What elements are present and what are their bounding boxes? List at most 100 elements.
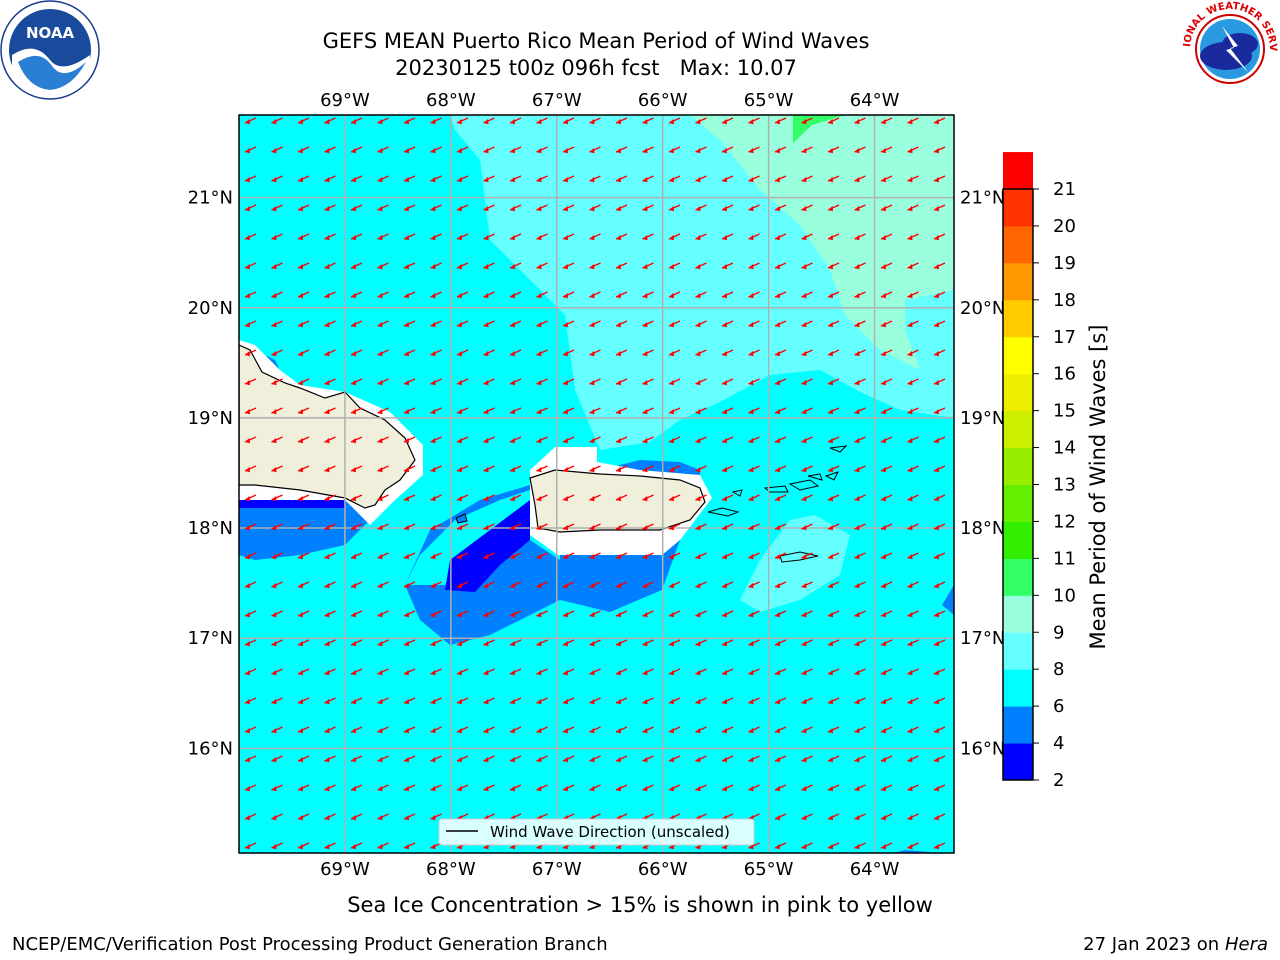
wind-wave-arrowhead — [907, 293, 913, 299]
wind-wave-arrowhead — [404, 670, 409, 676]
wind-wave-arrowhead — [245, 293, 250, 299]
wind-wave-arrowhead — [483, 409, 489, 415]
wind-wave-arrowhead — [748, 670, 754, 676]
wind-wave-arrowhead — [324, 844, 330, 850]
colorbar-tick-label: 13 — [1053, 475, 1076, 496]
wind-wave-arrowhead — [483, 554, 489, 560]
wind-wave-arrowhead — [642, 206, 648, 212]
wind-wave-arrowhead — [351, 757, 356, 763]
wind-wave-arrowhead — [377, 322, 383, 328]
wind-wave-arrowhead — [483, 351, 489, 357]
wind-wave-arrowhead — [642, 148, 648, 154]
wind-wave-arrowhead — [245, 264, 250, 270]
wind-wave-arrowhead — [801, 438, 807, 444]
wind-wave-arrowhead — [536, 583, 542, 589]
lat-label-left: 20°N — [188, 298, 233, 319]
wind-wave-arrowhead — [589, 757, 595, 763]
wind-wave-arrowhead — [669, 206, 674, 212]
wind-wave-arrowhead — [324, 235, 330, 241]
wind-wave-arrowhead — [854, 409, 860, 415]
wind-wave-arrowhead — [616, 438, 621, 444]
wind-wave-arrowhead — [722, 351, 727, 357]
wind-wave-arrowhead — [642, 699, 648, 705]
wind-wave-arrowhead — [748, 322, 754, 328]
wind-wave-arrowhead — [722, 525, 727, 531]
wind-wave-arrowhead — [457, 206, 462, 212]
wind-wave-arrowhead — [642, 728, 648, 734]
wind-wave-arrowhead — [722, 177, 727, 183]
wind-wave-arrowhead — [775, 496, 780, 502]
wind-wave-arrowhead — [589, 786, 595, 792]
wind-wave-arrowhead — [377, 409, 383, 415]
wind-wave-arrowhead — [828, 293, 833, 299]
wind-wave-arrowhead — [669, 583, 674, 589]
wind-wave-arrowhead — [801, 757, 807, 763]
wind-wave-arrowhead — [828, 438, 833, 444]
lat-label-right: 18°N — [960, 518, 1005, 539]
wind-wave-arrowhead — [351, 380, 356, 386]
wind-wave-arrowhead — [245, 844, 250, 850]
wind-wave-arrowhead — [298, 612, 303, 618]
wind-wave-arrowhead — [536, 264, 542, 270]
wind-wave-arrowhead — [377, 786, 383, 792]
wind-wave-arrowhead — [324, 670, 330, 676]
wind-wave-arrowhead — [616, 148, 621, 154]
wind-wave-arrowhead — [589, 583, 595, 589]
colorbar-tick-label: 12 — [1053, 511, 1076, 532]
wind-wave-arrowhead — [324, 525, 330, 531]
wind-wave-arrowhead — [907, 728, 913, 734]
wind-wave-arrowhead — [404, 641, 409, 647]
wind-wave-arrowhead — [589, 177, 595, 183]
wind-wave-arrowhead — [748, 235, 754, 241]
wind-wave-arrowhead — [510, 786, 515, 792]
wind-wave-arrowhead — [881, 670, 886, 676]
wind-wave-arrowhead — [271, 583, 277, 589]
wind-wave-arrowhead — [616, 351, 621, 357]
wind-wave-arrowhead — [934, 728, 939, 734]
wind-wave-arrowhead — [245, 525, 250, 531]
wind-wave-arrowhead — [775, 322, 780, 328]
lat-label-right: 19°N — [960, 408, 1005, 429]
land-hispaniola — [239, 344, 416, 509]
legend-label: Wind Wave Direction (unscaled) — [490, 823, 730, 841]
wind-wave-arrowhead — [457, 148, 462, 154]
contour-9-10 — [690, 115, 954, 370]
wind-wave-arrowhead — [748, 496, 754, 502]
wind-wave-arrowhead — [669, 525, 674, 531]
wind-wave-arrowhead — [881, 641, 886, 647]
wind-wave-arrowhead — [669, 670, 674, 676]
wind-wave-arrowhead — [404, 496, 409, 502]
wind-wave-arrowhead — [430, 467, 436, 473]
wind-wave-arrowhead — [775, 815, 780, 821]
wind-wave-arrowhead — [298, 786, 303, 792]
wind-wave-arrowhead — [642, 380, 648, 386]
wind-wave-arrowhead — [563, 641, 568, 647]
wind-wave-arrowhead — [351, 148, 356, 154]
lon-label-bottom: 68°W — [426, 859, 476, 880]
lat-label-right: 17°N — [960, 628, 1005, 649]
wind-wave-arrowhead — [616, 235, 621, 241]
wind-wave-arrowhead — [695, 757, 701, 763]
wind-wave-arrowhead — [907, 467, 913, 473]
wind-wave-arrowhead — [483, 786, 489, 792]
wind-wave-arrowhead — [536, 467, 542, 473]
map-panel: 69°W 68°W 67°W 66°W 65°W 64°W 69°W 68°W 67°W 66°… — [188, 90, 1006, 880]
wind-wave-arrowhead — [854, 554, 860, 560]
wind-wave-arrowhead — [695, 438, 701, 444]
wind-wave-arrowhead — [324, 119, 330, 125]
wind-wave-arrowhead — [669, 467, 674, 473]
wind-wave-arrowhead — [828, 148, 833, 154]
wind-wave-arrowhead — [404, 438, 409, 444]
wind-wave-arrowhead — [695, 583, 701, 589]
wind-wave-arrowhead — [907, 699, 913, 705]
land-culebra — [731, 489, 743, 497]
wind-wave-arrowhead — [642, 554, 648, 560]
wind-wave-arrowhead — [854, 467, 860, 473]
wind-wave-arrowhead — [616, 380, 621, 386]
wind-wave-arrowhead — [616, 467, 621, 473]
wind-wave-arrowhead — [245, 351, 250, 357]
colorbar-segment — [1003, 743, 1033, 781]
chart-title: GEFS MEAN Puerto Rico Mean Period of Win… — [323, 29, 870, 53]
wind-wave-arrowhead — [616, 119, 621, 125]
wind-wave-arrowhead — [404, 322, 409, 328]
